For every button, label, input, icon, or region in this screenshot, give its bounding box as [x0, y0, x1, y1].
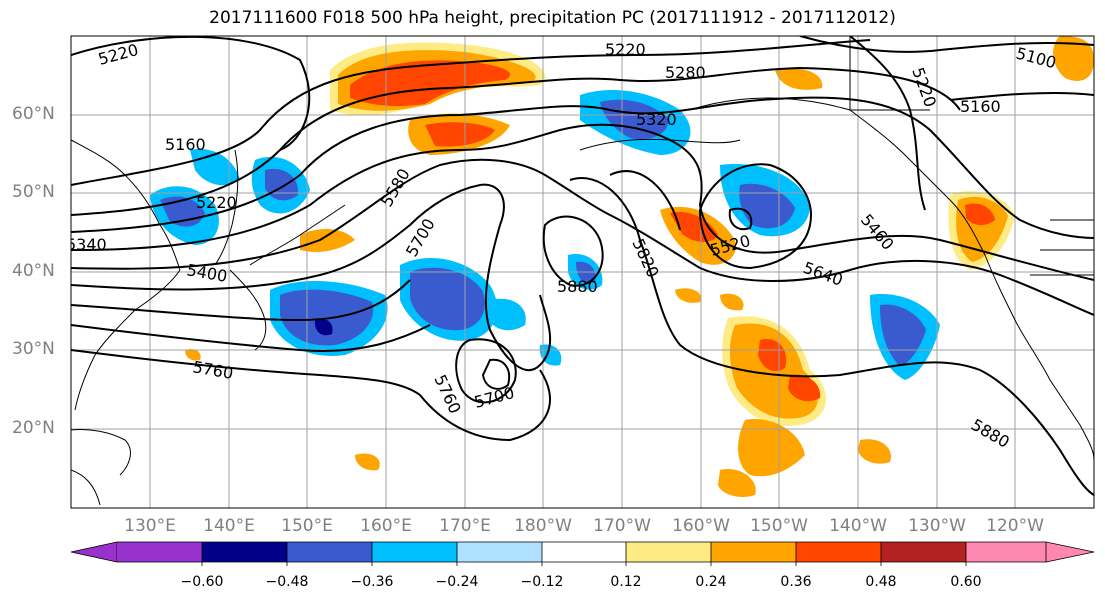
colorbar-segment: [542, 542, 626, 562]
lat-label: 20°N: [12, 418, 55, 438]
contour-label: 5320: [636, 110, 677, 129]
contour-label: 5220: [196, 193, 237, 212]
lon-label: 150°E: [281, 516, 333, 536]
lon-label: 170°E: [439, 516, 491, 536]
lat-label: 50°N: [12, 182, 55, 202]
height-contours: [71, 36, 1094, 496]
colorbar-segment: [966, 542, 1046, 562]
colorbar-tick-label: −0.48: [265, 574, 309, 590]
lat-label: 30°N: [12, 339, 55, 359]
colorbar-tick-label: 0.60: [950, 574, 982, 590]
contour-label: 5160: [960, 97, 1001, 116]
contour-label: 5880: [557, 277, 598, 296]
lon-label: 160°E: [360, 516, 412, 536]
contour-label: 5340: [66, 235, 107, 254]
lon-label: 130°W: [908, 516, 966, 536]
colorbar-segment: [626, 542, 711, 562]
colorbar-segment: [1045, 541, 1095, 563]
colorbar-segment: [70, 541, 118, 563]
colorbar-segment: [202, 542, 287, 562]
lon-label: 180°W: [514, 516, 572, 536]
lat-label: 40°N: [12, 261, 55, 281]
map-title: 2017111600 F018 500 hPa height, precipit…: [209, 8, 896, 28]
negative-shading: [150, 90, 940, 380]
coastlines: [71, 36, 1094, 506]
colorbar-tick-label: −0.36: [350, 574, 394, 590]
lat-label: 60°N: [12, 104, 55, 124]
lon-label: 120°W: [986, 516, 1044, 536]
colorbar-segment: [457, 542, 542, 562]
colorbar-tick-label: 0.36: [780, 574, 812, 590]
lon-label: 170°W: [593, 516, 651, 536]
lon-label: 150°W: [750, 516, 808, 536]
colorbar-segment: [117, 542, 202, 562]
colorbar-segment: [287, 542, 372, 562]
colorbar-segment: [796, 542, 881, 562]
colorbar-tick-label: −0.24: [435, 574, 479, 590]
contour-label: 5280: [665, 63, 706, 82]
map-frame: [70, 35, 1095, 509]
contour-label: 5160: [165, 135, 206, 154]
colorbar-segment: [372, 542, 457, 562]
colorbar-segment: [711, 542, 796, 562]
colorbar-tick-label: −0.12: [520, 574, 564, 590]
colorbar-tick-label: 0.24: [695, 574, 727, 590]
colorbar-segment: [881, 542, 966, 562]
lon-label: 140°W: [829, 516, 887, 536]
lon-label: 160°W: [672, 516, 730, 536]
colorbar-tick-label: 0.12: [610, 574, 642, 590]
colorbar-tick-label: 0.48: [865, 574, 897, 590]
colorbar-tick-label: −0.60: [180, 574, 224, 590]
lon-label: 140°E: [203, 516, 255, 536]
colorbar: [70, 541, 1095, 566]
contour-label: 5220: [605, 40, 646, 59]
lon-label: 130°E: [124, 516, 176, 536]
